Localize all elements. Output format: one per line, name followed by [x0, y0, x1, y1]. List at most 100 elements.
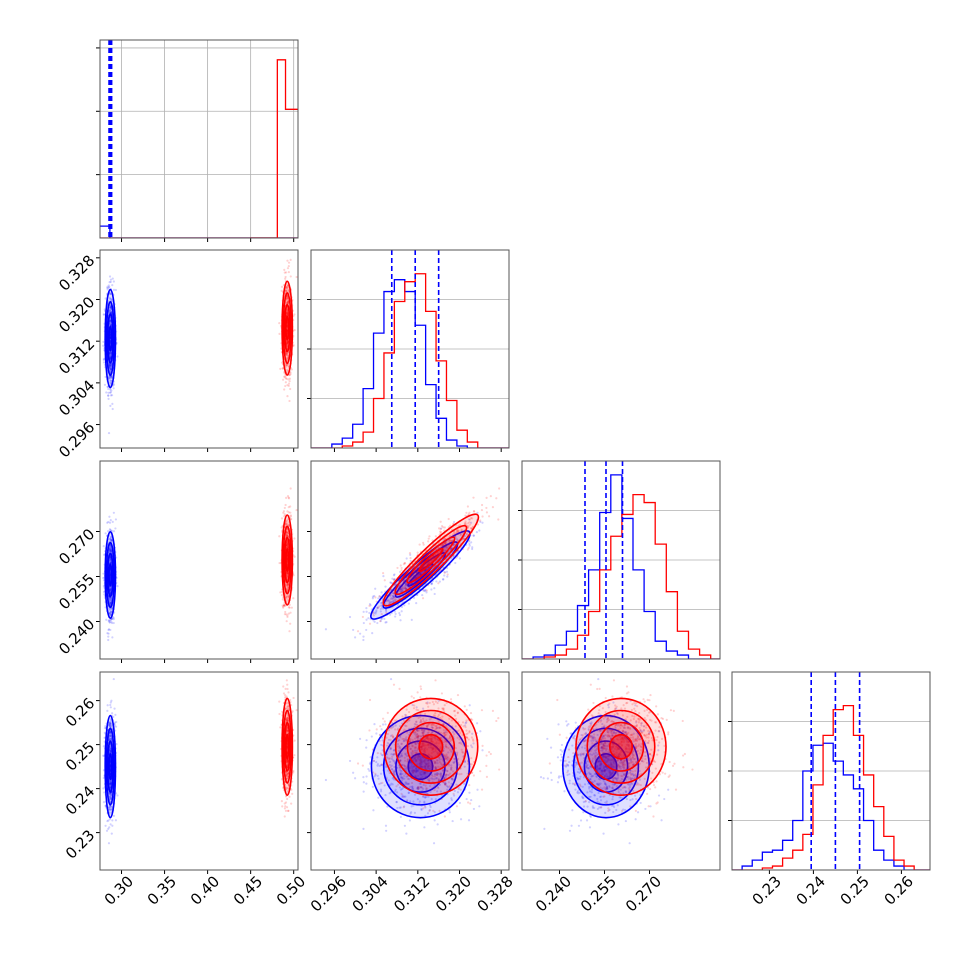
sample-point	[113, 512, 115, 514]
sample-point	[399, 619, 401, 621]
sample-point	[111, 394, 113, 396]
sample-point	[106, 820, 108, 822]
sample-point	[472, 497, 474, 499]
sample-point	[285, 276, 287, 278]
sample-point	[384, 586, 386, 588]
sample-point	[295, 509, 297, 511]
sample-point	[284, 611, 286, 613]
sample-point	[409, 557, 411, 559]
panel-2-0	[96, 461, 298, 663]
sample-point	[379, 595, 381, 597]
sample-point	[108, 516, 110, 518]
sample-point	[349, 616, 351, 618]
sample-point	[105, 532, 107, 534]
sample-point	[439, 530, 441, 532]
sample-point	[448, 518, 450, 520]
sample-point	[447, 573, 449, 575]
sample-point	[368, 605, 370, 607]
sample-point	[285, 271, 287, 273]
sample-point	[107, 636, 109, 638]
sample-point	[278, 333, 280, 335]
sample-point	[115, 289, 117, 291]
sample-point	[290, 487, 292, 489]
sample-point	[469, 545, 471, 547]
sample-point	[108, 873, 110, 875]
sample-point	[467, 505, 469, 507]
sample-point	[481, 509, 483, 511]
sample-point	[110, 823, 112, 825]
sample-point	[291, 607, 293, 609]
density-contour	[376, 507, 486, 614]
sample-point	[107, 394, 109, 396]
sample-point	[107, 828, 109, 830]
histogram-red-spike	[250, 60, 298, 238]
sample-point	[104, 384, 106, 386]
sample-point	[401, 567, 403, 569]
sample-point	[108, 842, 110, 844]
sample-point	[443, 574, 445, 576]
sample-point	[113, 280, 115, 282]
sample-point	[113, 815, 115, 817]
sample-point	[470, 541, 472, 543]
sample-point	[286, 395, 288, 397]
sample-point	[368, 612, 370, 614]
sample-point	[481, 522, 483, 524]
sample-point	[365, 611, 367, 613]
sample-point	[104, 825, 106, 827]
sample-point	[497, 518, 499, 520]
sample-point	[481, 515, 483, 517]
sample-point	[393, 573, 395, 575]
sample-point	[498, 487, 500, 489]
sample-point	[103, 545, 105, 547]
sample-point	[325, 628, 327, 630]
sample-point	[409, 552, 411, 554]
sample-point	[102, 341, 104, 343]
sample-point	[105, 391, 107, 393]
sample-point	[359, 633, 361, 635]
sample-point	[406, 557, 408, 559]
sample-point	[423, 544, 425, 546]
sample-point	[106, 522, 108, 524]
sample-point	[485, 497, 487, 499]
sample-point	[398, 612, 400, 614]
sample-point	[444, 572, 446, 574]
sample-point	[112, 408, 114, 410]
sample-point	[422, 597, 424, 599]
sample-point	[281, 290, 283, 292]
sample-point	[408, 603, 410, 605]
sample-point	[465, 512, 467, 514]
sample-point	[367, 617, 369, 619]
sample-point	[111, 622, 113, 624]
sample-point	[389, 614, 391, 616]
sample-point	[102, 573, 104, 575]
sample-point	[292, 597, 294, 599]
sample-point	[286, 260, 288, 262]
sample-point	[419, 543, 421, 545]
panel-frame	[100, 250, 298, 448]
panel-3-0	[96, 672, 298, 875]
sample-point	[289, 512, 291, 514]
sample-point	[440, 528, 442, 530]
sample-point	[401, 610, 403, 612]
sample-point	[352, 629, 354, 631]
sample-point	[285, 381, 287, 383]
sample-point	[107, 388, 109, 390]
sample-point	[437, 582, 439, 584]
sample-point	[440, 521, 442, 523]
sample-point	[114, 527, 116, 529]
sample-point	[288, 271, 290, 273]
sample-point	[411, 619, 413, 621]
sample-point	[488, 515, 490, 517]
sample-point	[472, 535, 474, 537]
sample-point	[113, 707, 115, 709]
sample-point	[110, 706, 112, 708]
sample-point	[435, 580, 437, 582]
sample-point	[109, 405, 111, 407]
sample-point	[113, 383, 115, 385]
sample-point	[289, 612, 291, 614]
sample-point	[478, 529, 480, 531]
sample-point	[289, 380, 291, 382]
sample-point	[473, 510, 475, 512]
sample-point	[111, 403, 113, 405]
sample-point	[286, 510, 288, 512]
